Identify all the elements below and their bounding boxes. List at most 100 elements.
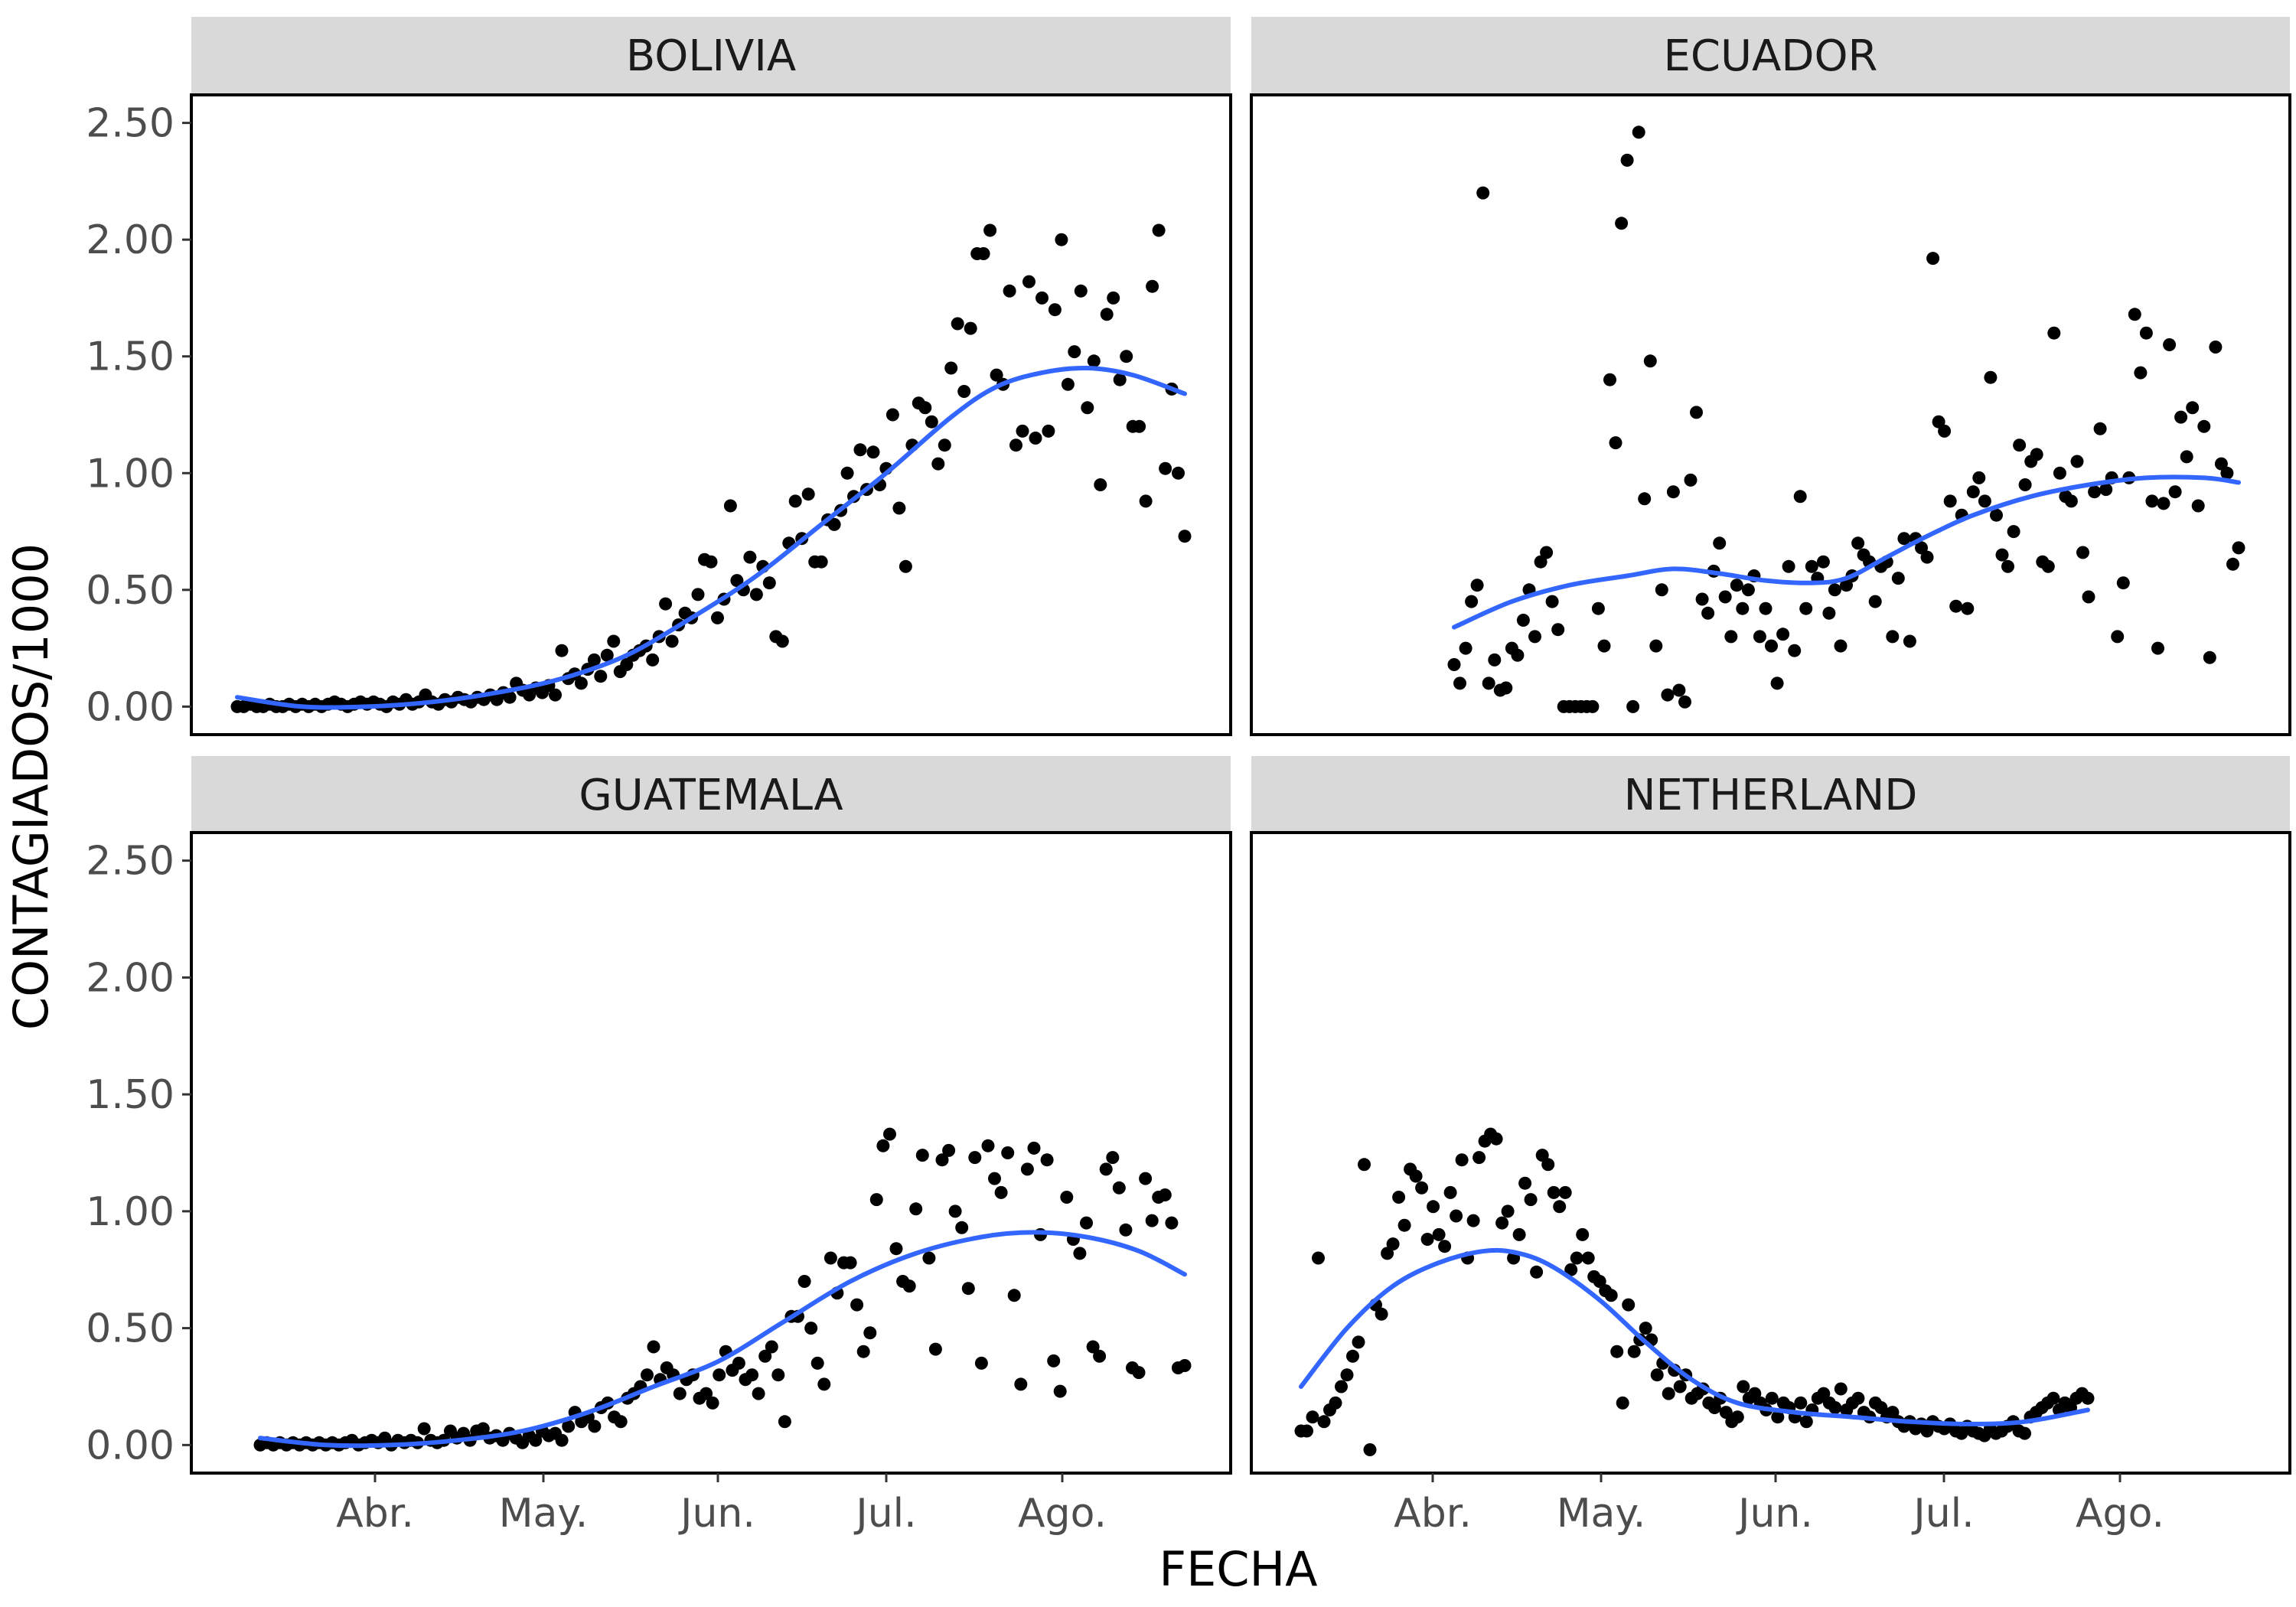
data-point	[1040, 1153, 1054, 1167]
data-point	[1851, 536, 1865, 550]
data-point	[1672, 683, 1686, 697]
smooth-line	[1452, 474, 2241, 630]
data-point	[1938, 424, 1952, 438]
data-point	[1903, 634, 1916, 648]
scatter-points	[1447, 125, 2245, 713]
y-tick-label: 1.00	[86, 451, 174, 497]
data-point	[1146, 279, 1159, 293]
data-point	[1828, 583, 1841, 597]
data-point	[2203, 650, 2216, 664]
data-point	[1534, 555, 1548, 569]
data-point	[1455, 1153, 1469, 1167]
data-point	[1466, 1214, 1480, 1227]
smooth-line	[258, 1230, 1187, 1449]
data-point	[1638, 492, 1652, 506]
data-point	[1003, 284, 1016, 298]
data-point	[1512, 1227, 1526, 1241]
data-point	[909, 1202, 923, 1216]
data-point	[1576, 1227, 1590, 1241]
facet-strip	[191, 17, 1231, 93]
data-point	[1570, 1251, 1583, 1265]
data-point	[2145, 494, 2159, 508]
data-point	[853, 443, 867, 457]
data-point	[1518, 1176, 1532, 1190]
data-point	[711, 611, 724, 624]
data-point	[1482, 676, 1495, 690]
data-point	[951, 317, 964, 331]
data-point	[1782, 559, 1795, 573]
data-point	[1915, 541, 1928, 555]
y-axis-title: CONTAGIADOS/1000	[3, 543, 59, 1030]
data-point	[938, 438, 951, 452]
data-point	[647, 1340, 660, 1354]
data-point	[1099, 1162, 1113, 1176]
data-point	[1868, 595, 1882, 608]
data-point	[594, 670, 608, 683]
y-tick-label: 2.50	[86, 101, 174, 147]
data-point	[1978, 494, 1991, 508]
data-point	[942, 1143, 956, 1157]
data-point	[1020, 1162, 1034, 1176]
data-point	[1450, 1209, 1463, 1223]
data-point	[1661, 688, 1675, 702]
data-point	[1655, 583, 1668, 597]
data-point	[1874, 1401, 1888, 1414]
data-point	[1358, 1158, 1371, 1172]
data-point	[928, 1342, 942, 1356]
data-point	[2214, 457, 2228, 471]
data-point	[1112, 1181, 1126, 1195]
data-point	[1771, 1410, 1785, 1424]
data-point	[1604, 1289, 1618, 1302]
data-point	[1465, 595, 1479, 608]
data-point	[2082, 590, 2095, 604]
data-point	[1730, 579, 1743, 592]
data-point	[1626, 699, 1640, 713]
data-point	[1100, 308, 1114, 321]
data-point	[723, 499, 737, 513]
data-point	[931, 457, 945, 471]
data-point	[1891, 572, 1905, 585]
data-point	[1920, 1424, 1934, 1438]
data-point	[745, 1368, 759, 1382]
data-point	[889, 1242, 903, 1256]
data-point	[2168, 485, 2182, 499]
data-point	[810, 1356, 824, 1370]
data-point	[1459, 641, 1473, 655]
data-point	[1547, 1185, 1561, 1199]
data-point	[600, 648, 614, 662]
data-point	[863, 1326, 877, 1340]
data-point	[2007, 525, 2020, 539]
data-point	[990, 368, 1003, 382]
data-point	[1770, 676, 1784, 690]
data-point	[1068, 345, 1081, 359]
y-tick-label: 1.50	[86, 1072, 174, 1118]
data-point	[2134, 366, 2148, 380]
data-point	[1495, 1216, 1509, 1230]
x-tick-label: May.	[499, 1491, 589, 1537]
data-point	[814, 555, 828, 569]
data-point	[2070, 455, 2084, 468]
data-point	[775, 634, 789, 648]
data-point	[2093, 422, 2107, 435]
data-point	[1990, 508, 2003, 522]
data-point	[2151, 641, 2164, 655]
data-point	[1381, 1247, 1394, 1260]
data-point	[771, 1368, 785, 1382]
data-point	[1329, 1396, 1342, 1410]
data-point	[922, 1251, 936, 1265]
data-point	[1178, 1359, 1192, 1372]
data-point	[1132, 1366, 1146, 1380]
data-point	[1961, 601, 1975, 615]
data-point	[1541, 1158, 1555, 1172]
data-point	[2191, 499, 2205, 513]
data-point	[977, 247, 990, 260]
facet-strip-label: NETHERLAND	[1624, 771, 1918, 820]
data-point	[1535, 1149, 1549, 1162]
data-point	[2139, 326, 2153, 340]
data-point	[732, 1356, 745, 1370]
data-point	[562, 1420, 576, 1433]
data-point	[2047, 1391, 2060, 1405]
data-point	[1086, 1340, 1100, 1354]
panel-bolivia: BOLIVIA	[190, 17, 1232, 736]
